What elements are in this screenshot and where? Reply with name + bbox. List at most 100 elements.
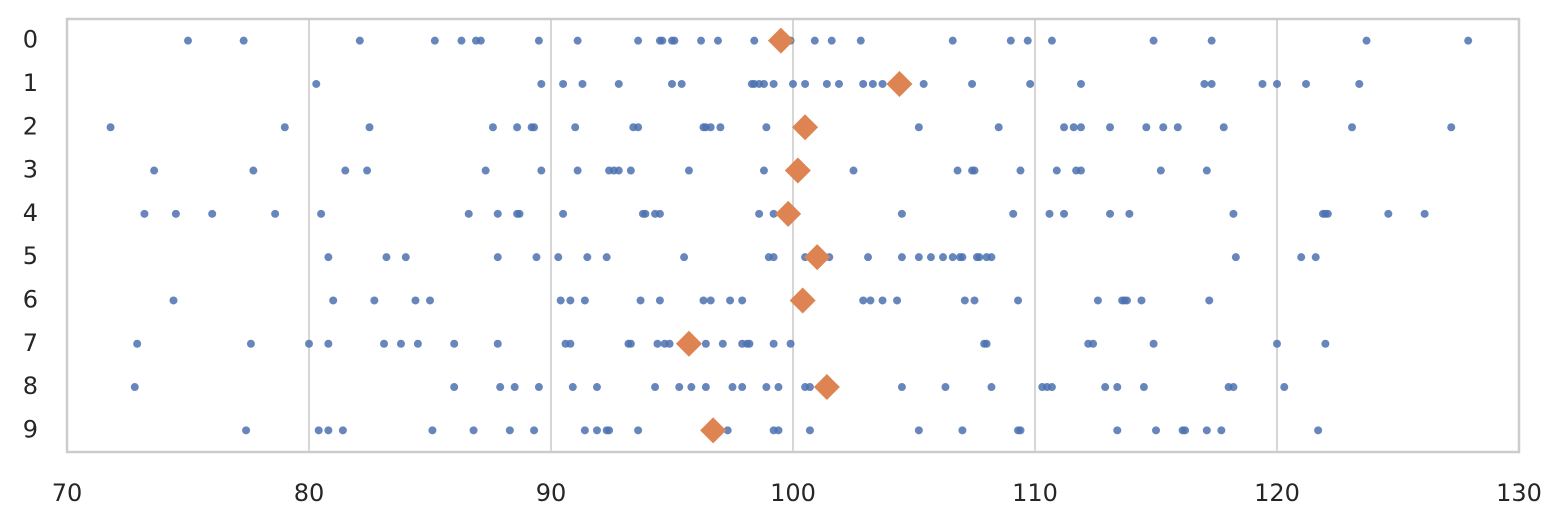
point <box>140 209 149 218</box>
point <box>859 296 868 305</box>
point <box>926 253 935 262</box>
x-tick-label: 80 <box>294 479 325 507</box>
point <box>1009 209 1018 218</box>
point <box>184 36 192 45</box>
point <box>592 383 601 392</box>
point <box>573 166 582 175</box>
point <box>970 296 979 305</box>
point <box>271 209 280 218</box>
point <box>150 166 159 175</box>
point <box>755 209 764 218</box>
point <box>239 36 248 45</box>
point <box>1297 253 1306 262</box>
point <box>1106 209 1115 218</box>
point <box>493 253 502 262</box>
point <box>897 209 906 218</box>
point <box>1202 426 1211 435</box>
y-tick-label: 2 <box>23 112 38 140</box>
point <box>312 79 321 88</box>
point <box>1229 383 1238 392</box>
point <box>317 209 326 218</box>
point <box>655 209 664 218</box>
point <box>171 209 180 218</box>
mean-marker <box>775 200 802 227</box>
point <box>464 209 473 218</box>
point <box>1076 79 1085 88</box>
point <box>566 339 575 348</box>
point <box>948 36 957 45</box>
point <box>1060 209 1069 218</box>
y-tick-label: 1 <box>23 69 38 97</box>
point <box>897 253 906 262</box>
point <box>573 36 582 45</box>
point <box>481 166 490 175</box>
point <box>738 296 747 305</box>
point <box>738 383 747 392</box>
point <box>324 253 333 262</box>
point <box>726 296 735 305</box>
point <box>324 426 333 435</box>
point <box>762 383 771 392</box>
point <box>363 166 372 175</box>
point <box>849 166 858 175</box>
point <box>684 166 693 175</box>
point <box>355 36 364 45</box>
y-tick-label: 3 <box>23 156 38 184</box>
point <box>580 426 589 435</box>
point <box>958 426 967 435</box>
point <box>530 123 539 132</box>
point <box>759 166 768 175</box>
mean-marker <box>784 157 811 184</box>
point <box>636 296 645 305</box>
point <box>401 253 410 262</box>
point <box>1006 36 1015 45</box>
point <box>1200 79 1209 88</box>
point <box>762 123 771 132</box>
point <box>1106 123 1115 132</box>
point <box>941 383 950 392</box>
point <box>827 36 836 45</box>
point <box>413 339 422 348</box>
point <box>1202 166 1211 175</box>
point <box>530 426 539 435</box>
point <box>510 383 519 392</box>
point <box>626 339 635 348</box>
point <box>341 166 350 175</box>
point <box>580 296 589 305</box>
point <box>866 296 875 305</box>
point <box>1089 339 1098 348</box>
point <box>568 383 577 392</box>
point <box>246 339 255 348</box>
point <box>655 296 664 305</box>
point <box>805 426 814 435</box>
point <box>365 123 374 132</box>
mean-marker <box>767 27 794 54</box>
mean-marker <box>700 417 727 444</box>
point <box>1052 166 1061 175</box>
point <box>701 339 710 348</box>
point <box>1122 296 1131 305</box>
point <box>1149 36 1158 45</box>
point <box>801 79 810 88</box>
point <box>566 296 575 305</box>
y-tick-label: 0 <box>23 26 38 54</box>
point <box>1207 79 1216 88</box>
point <box>810 36 819 45</box>
point <box>396 339 405 348</box>
point <box>1076 166 1085 175</box>
point <box>634 426 643 435</box>
point <box>668 79 676 88</box>
x-tick-label: 70 <box>52 479 83 507</box>
point <box>626 166 635 175</box>
point <box>953 166 962 175</box>
point <box>583 253 592 262</box>
point <box>450 339 459 348</box>
mean-marker <box>813 374 840 401</box>
point <box>805 383 814 392</box>
point <box>834 79 843 88</box>
point <box>1173 123 1182 132</box>
point <box>960 296 969 305</box>
point <box>592 426 601 435</box>
point <box>554 253 563 262</box>
